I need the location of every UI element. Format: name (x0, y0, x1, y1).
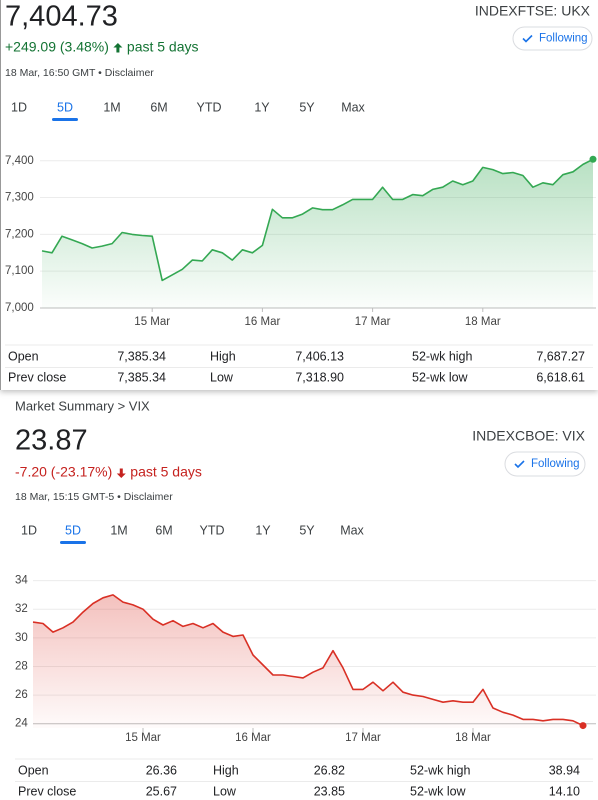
x-tick-label: 15 Mar (125, 732, 161, 744)
last-point (589, 155, 597, 163)
range-tab[interactable]: YTD (197, 100, 222, 114)
stat-label: Low (210, 370, 234, 384)
y-tick-label: 34 (15, 575, 28, 587)
stat-label: Prev close (18, 784, 76, 798)
price-line (32, 594, 584, 727)
y-tick-label: 30 (15, 632, 28, 644)
x-tick-label: 18 Mar (465, 316, 501, 328)
stat-value: 7,385.34 (117, 349, 166, 363)
range-tab[interactable]: 5Y (299, 100, 315, 114)
direction-arrow (113, 43, 123, 53)
stat-value: 14.10 (549, 784, 580, 798)
y-tick-label: 28 (15, 660, 28, 672)
follow-label[interactable]: Following (531, 458, 580, 470)
follow-button[interactable] (512, 26, 593, 51)
active-tab-underline (60, 541, 86, 544)
range-tab[interactable]: 5D (65, 523, 81, 537)
range-tab[interactable]: 1D (21, 523, 37, 537)
stat-label: High (213, 763, 239, 777)
stat-value: 7,385.34 (117, 370, 166, 384)
x-tick-label: 18 Mar (455, 732, 491, 744)
change: +249.09 (3.48%) (5, 39, 109, 55)
direction-arrow (116, 468, 126, 478)
stat-label: 52-wk low (412, 370, 469, 384)
stat-label: Open (8, 349, 39, 363)
range-tab[interactable]: Max (341, 100, 365, 114)
x-tick-label: 17 Mar (345, 732, 381, 744)
period: past 5 days (127, 39, 199, 55)
range-tab[interactable]: 5D (57, 100, 73, 114)
x-tick-label: 15 Mar (134, 316, 170, 328)
range-tab[interactable]: 1Y (254, 100, 270, 114)
y-tick-label: 7,000 (5, 302, 34, 314)
stat-value: 6,618.61 (536, 370, 585, 384)
x-tick-label: 16 Mar (245, 316, 281, 328)
stat-value: 7,406.13 (295, 349, 344, 363)
price: 23.87 (15, 425, 88, 457)
breadcrumb[interactable]: Market Summary > VIX (15, 398, 150, 413)
range-tab[interactable]: 1M (110, 523, 127, 537)
range-tab[interactable]: 6M (150, 100, 167, 114)
range-tab[interactable]: 1D (11, 100, 27, 114)
stat-value: 23.85 (314, 784, 345, 798)
last-point (579, 722, 587, 730)
range-tab[interactable]: YTD (200, 523, 225, 537)
y-tick-label: 24 (15, 718, 28, 730)
active-tab-underline (52, 118, 78, 121)
stat-label: Low (213, 784, 237, 798)
stat-label: 52-wk high (412, 349, 472, 363)
period: past 5 days (130, 464, 202, 480)
stat-value: 26.82 (314, 763, 345, 777)
stat-value: 7,687.27 (536, 349, 585, 363)
check-icon (514, 460, 525, 469)
x-tick-label: 17 Mar (355, 316, 391, 328)
stat-label: Open (18, 763, 49, 777)
price-line (41, 158, 594, 282)
y-tick-label: 7,200 (5, 228, 34, 240)
timestamp: 18 Mar, 16:50 GMT • Disclaimer (5, 67, 154, 79)
follow-button[interactable] (504, 451, 586, 477)
range-tab[interactable]: 5Y (299, 523, 315, 537)
ticker: INDEXCBOE: VIX (472, 428, 585, 444)
check-icon (522, 34, 533, 43)
x-tick-label: 16 Mar (235, 732, 271, 744)
stat-value: 7,318.90 (295, 370, 344, 384)
ticker: INDEXFTSE: UKX (475, 3, 591, 19)
follow-label[interactable]: Following (539, 33, 588, 45)
stat-label: High (210, 349, 236, 363)
y-tick-label: 7,100 (5, 265, 34, 277)
stat-label: Prev close (8, 370, 66, 384)
stat-value: 25.67 (146, 784, 177, 798)
area (33, 594, 583, 728)
change: -7.20 (-23.17%) (15, 464, 112, 480)
stat-value: 26.36 (146, 763, 177, 777)
stat-label: 52-wk low (410, 784, 467, 798)
timestamp: 18 Mar, 15:15 GMT-5 • Disclaimer (15, 491, 173, 503)
price: 7,404.73 (5, 1, 118, 33)
range-tab[interactable]: 1M (103, 100, 120, 114)
stat-value: 38.94 (549, 763, 580, 777)
y-tick-label: 32 (15, 603, 28, 615)
y-tick-label: 26 (15, 689, 28, 701)
y-tick-label: 7,400 (5, 155, 34, 167)
range-tab[interactable]: 1Y (255, 523, 271, 537)
range-tab[interactable]: Max (340, 523, 364, 537)
y-tick-label: 7,300 (5, 192, 34, 204)
range-tab[interactable]: 6M (155, 523, 172, 537)
stat-label: 52-wk high (410, 763, 470, 777)
